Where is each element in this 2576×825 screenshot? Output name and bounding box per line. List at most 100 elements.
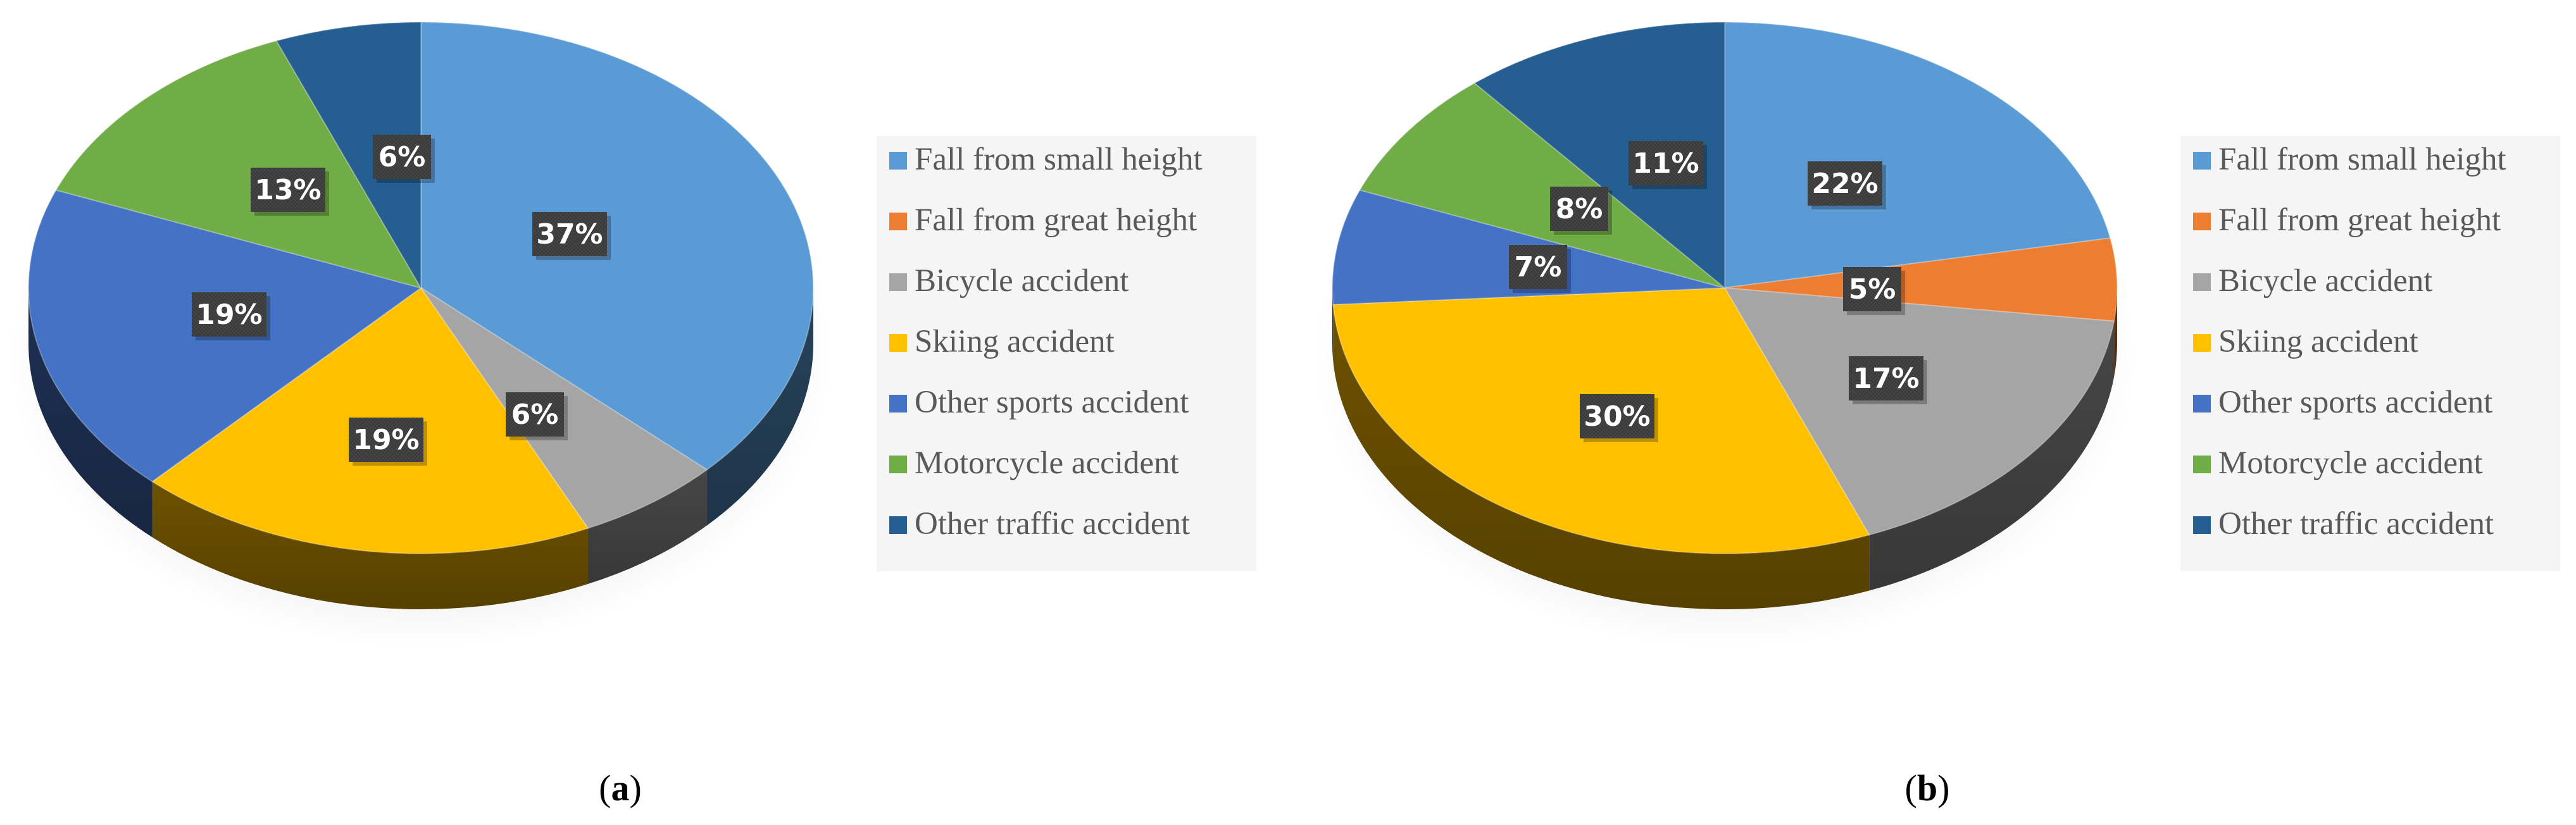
- pie-a-side-shade-skiing-accident: [152, 481, 588, 609]
- data-label-text: 30%: [1584, 400, 1650, 433]
- caption-a: (a): [599, 767, 642, 809]
- pie-a-data-labels: 37% 6% 19% 19% 13% 6%: [192, 135, 611, 466]
- legend-a: Fall from small height Fall from great he…: [877, 136, 1256, 571]
- pie-b-slice-fall-from-small-height: [1724, 21, 2111, 289]
- data-label-text: 37%: [536, 218, 603, 251]
- legend-swatch: [2193, 152, 2211, 170]
- legend-a-item-fall-from-small-height: Fall from small height: [889, 142, 1203, 177]
- pie-a-side-shade-other-sports-accident: [28, 288, 153, 538]
- legend-label: Bicycle accident: [2218, 263, 2432, 299]
- legend-swatch: [2193, 213, 2211, 230]
- legend-label: Other traffic accident: [2218, 506, 2494, 542]
- legend-label: Bicycle accident: [915, 263, 1129, 299]
- legend-a-item-motorcycle-accident: Motorcycle accident: [889, 445, 1179, 481]
- legend-swatch: [889, 456, 907, 473]
- pie-b-side-shade-skiing-accident: [1333, 304, 1870, 610]
- data-label-box: [1550, 187, 1608, 231]
- pie-b-sides: [1332, 288, 2117, 610]
- legend-b-box: [2180, 136, 2560, 571]
- legend-b-item-fall-from-great-height: Fall from great height: [2193, 202, 2501, 238]
- pie-b-slice-other-traffic-accident: [1473, 21, 1725, 290]
- pie-a-data-label-fall-from-small-height: 37%: [532, 212, 611, 260]
- pie-a-data-label-skiing-accident: 19%: [349, 418, 427, 466]
- legend-label: Fall from great height: [2218, 202, 2501, 238]
- pie-a-plot: 37% 6% 19% 19% 13% 6%: [9, 21, 832, 647]
- pie-b-data-label-bicycle-accident: 17%: [1849, 356, 1927, 404]
- pie-a-data-label-other-traffic-accident: 6%: [373, 135, 435, 183]
- data-label-text: 6%: [378, 141, 426, 173]
- data-label-text: 7%: [1515, 251, 1562, 283]
- data-label-box: [373, 135, 431, 179]
- data-label-box: [532, 212, 607, 256]
- legend-a-item-other-traffic-accident: Other traffic accident: [889, 506, 1190, 542]
- pie-a-slice-fall-from-small-height: [420, 21, 814, 471]
- pie-b-side-shade-other-sports-accident: [1332, 288, 1334, 361]
- pie-a-sides: [28, 288, 813, 609]
- pie-a-slice-motorcycle-accident: [55, 40, 423, 289]
- data-label-text: 19%: [196, 299, 262, 331]
- legend-a-item-skiing-accident: Skiing accident: [889, 324, 1115, 359]
- pie-b-side-shade-bicycle-accident: [1869, 321, 2115, 591]
- legend-b-item-other-sports-accident: Other sports accident: [2193, 385, 2492, 420]
- legend-swatch: [889, 395, 907, 412]
- data-label-box: [506, 392, 564, 437]
- pie-a-side-shade-bicycle-accident: [587, 469, 707, 585]
- pie-b-data-label-other-traffic-accident: 11%: [1629, 141, 1707, 189]
- data-label-text: 11%: [1632, 147, 1699, 180]
- legend-b: Fall from small height Fall from great he…: [2180, 136, 2560, 571]
- pie-a-data-label-bicycle-accident: 6%: [506, 392, 568, 440]
- pie-b-data-label-motorcycle-accident: 8%: [1550, 187, 1612, 235]
- legend-label: Motorcycle accident: [915, 445, 1179, 481]
- legend-b-item-motorcycle-accident: Motorcycle accident: [2193, 445, 2483, 481]
- legend-b-item-skiing-accident: Skiing accident: [2193, 324, 2418, 359]
- data-label-box: [251, 168, 325, 212]
- pie-b-slice-fall-from-great-height: [1724, 237, 2118, 322]
- legend-swatch: [2193, 456, 2211, 473]
- legend-label: Motorcycle accident: [2218, 445, 2483, 481]
- data-label-box: [1509, 245, 1567, 289]
- legend-b-item-fall-from-small-height: Fall from small height: [2193, 142, 2506, 177]
- pie-b-slice-motorcycle-accident: [1359, 82, 1725, 288]
- legend-label: Fall from small height: [2218, 142, 2506, 177]
- data-label-text: 6%: [511, 399, 559, 431]
- legend-b-item-bicycle-accident: Bicycle accident: [2193, 263, 2432, 299]
- legend-swatch: [889, 213, 907, 230]
- data-label-box: [349, 418, 423, 462]
- caption-b: (b): [1905, 767, 1950, 809]
- legend-swatch: [2193, 334, 2211, 352]
- pie-b-data-label-other-sports-accident: 7%: [1509, 245, 1571, 293]
- legend-swatch: [889, 152, 907, 170]
- legend-a-item-other-sports-accident: Other sports accident: [889, 385, 1189, 420]
- legend-b-item-other-traffic-accident: Other traffic accident: [2193, 506, 2494, 542]
- data-label-text: 19%: [353, 424, 419, 456]
- data-label-text: 22%: [1811, 168, 1878, 200]
- pie-a-data-label-other-sports-accident: 19%: [192, 292, 270, 340]
- pie-a-side-shade-fall-from-small-height: [706, 288, 813, 526]
- pie-chart-b: 22% 5% 17% 30% 7% 8% 11% Fall from small heigh…: [1313, 21, 2560, 809]
- data-label-text: 5%: [1849, 273, 1896, 306]
- data-label-box: [1629, 141, 1703, 185]
- data-label-text: 17%: [1853, 363, 1919, 395]
- pie-b-data-label-fall-from-small-height: 22%: [1808, 161, 1886, 209]
- pie-b-data-labels: 22% 5% 17% 30% 7% 8% 11%: [1509, 141, 1927, 442]
- pie-b-data-label-fall-from-great-height: 5%: [1843, 267, 1905, 315]
- legend-a-item-bicycle-accident: Bicycle accident: [889, 263, 1129, 299]
- legend-swatch: [2193, 273, 2211, 291]
- data-label-box: [1580, 394, 1654, 438]
- legend-swatch: [889, 273, 907, 291]
- legend-label: Other sports accident: [2218, 385, 2492, 420]
- legend-label: Other sports accident: [915, 385, 1189, 420]
- legend-a-box: [877, 136, 1256, 571]
- legend-swatch: [2193, 516, 2211, 534]
- pie-b-side-shade-fall-from-great-height: [2114, 288, 2117, 377]
- pie-b-slice-bicycle-accident: [1723, 287, 2115, 536]
- legend-label: Fall from great height: [915, 202, 1197, 238]
- legend-swatch: [2193, 395, 2211, 412]
- pie-b-data-label-skiing-accident: 30%: [1580, 394, 1658, 442]
- pie-chart-a: 37%6%19%19%13%6% Fall from small heightF…: [9, 21, 1256, 809]
- legend-swatch: [889, 334, 907, 352]
- data-label-text: 13%: [254, 174, 321, 206]
- data-label-box: [192, 292, 266, 337]
- pie-a-slices: [28, 21, 814, 554]
